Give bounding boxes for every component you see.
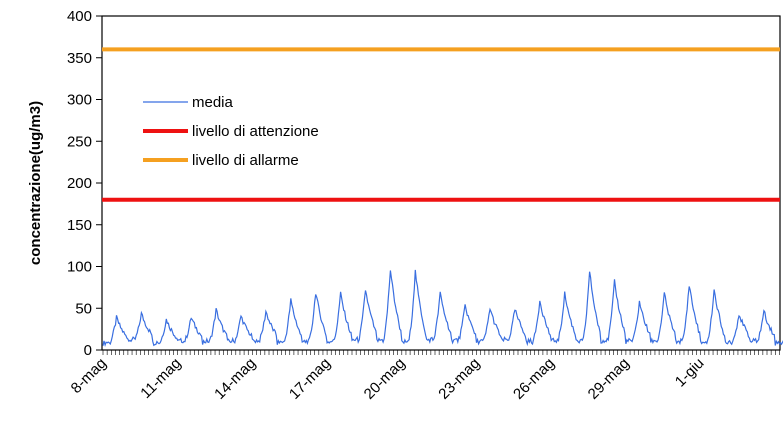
y-tick-label: 50 [75,300,92,317]
x-tick-label: 29-mag [585,355,633,403]
x-tick-label: 23-mag [435,355,483,403]
y-tick-label: 100 [67,259,92,276]
x-tick-label: 8-mag [68,355,110,397]
y-axis: 0 50 100 150 200 250 300 350 400 [67,8,102,359]
legend-label-allarme: livello di allarme [192,152,299,169]
y-tick-label: 300 [67,92,92,109]
y-tick-label: 400 [67,8,92,25]
y-tick-label: 250 [67,133,92,150]
legend-label-attenzione: livello di attenzione [192,123,319,140]
x-tick-label: 20-mag [361,355,409,403]
x-tick-label: 14-mag [211,355,259,403]
x-tick-label: 17-mag [286,355,334,403]
plot-area [101,15,781,351]
legend-label-media: media [192,94,234,111]
y-axis-label: concentrazione(ug/m3) [27,101,44,265]
threshold-lines [102,47,780,202]
legend: media livello di attenzione livello di all… [143,94,319,169]
x-tick-label: 26-mag [510,355,558,403]
x-axis: 8-mag 11-mag 14-mag 17-mag 20-mag 23-mag 26-ma… [68,350,780,403]
series-line-media [102,269,783,348]
y-tick-label: 0 [84,342,92,359]
y-tick-label: 350 [67,50,92,67]
y-tick-label: 200 [67,175,92,192]
y-tick-label: 150 [67,217,92,234]
x-tick-label: 11-mag [137,355,184,402]
x-tick-label: 1-giu [672,355,708,391]
